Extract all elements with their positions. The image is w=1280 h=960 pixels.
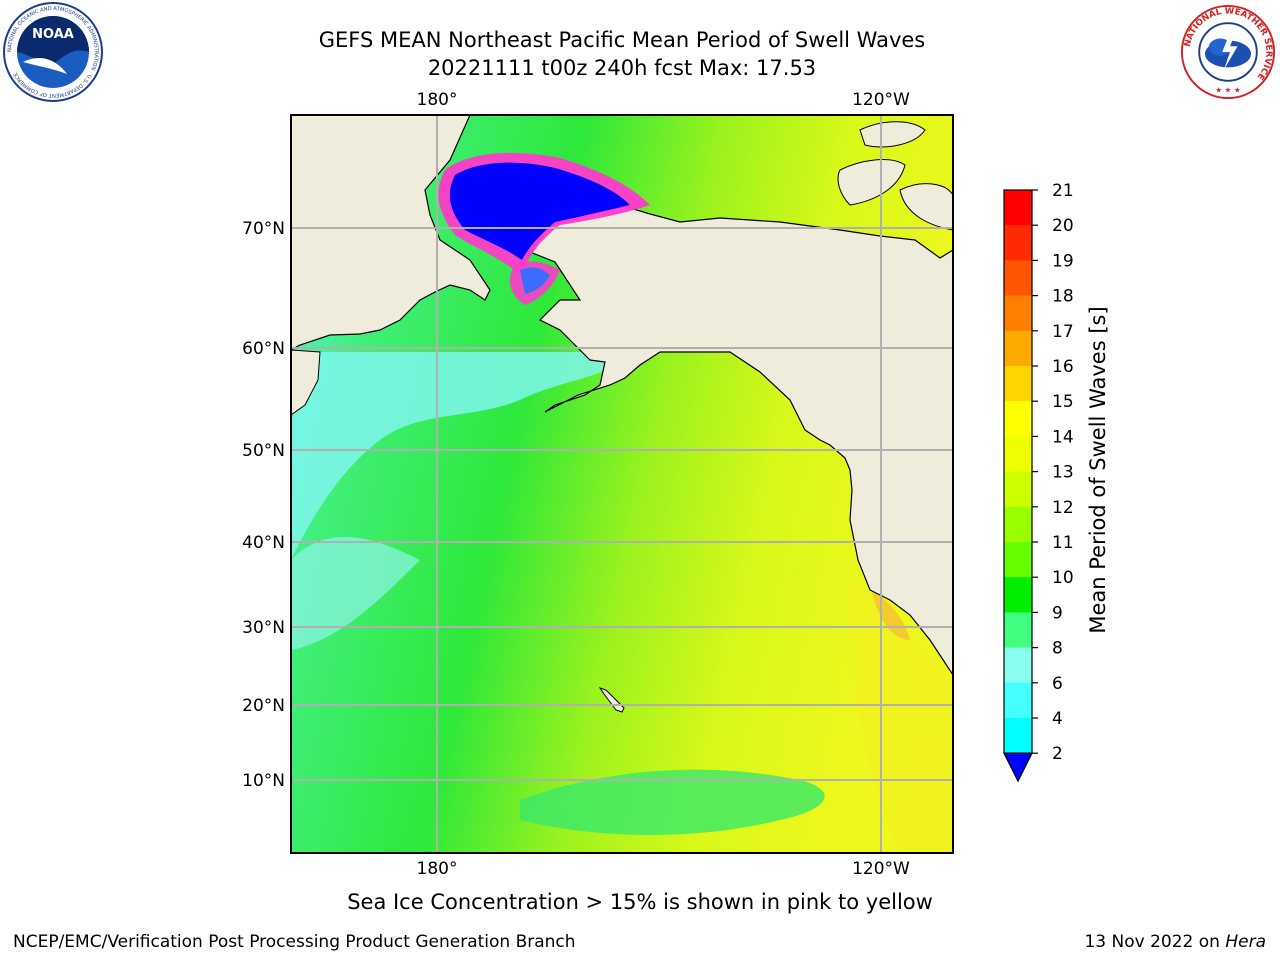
colorbar-tick-label: 13 <box>1052 463 1074 483</box>
colorbar-band <box>1004 542 1032 578</box>
colorbar-band <box>1004 225 1032 261</box>
colorbar-band <box>1004 577 1032 613</box>
colorbar-tick-label: 11 <box>1052 533 1074 553</box>
colorbar-band <box>1004 647 1032 684</box>
colorbar-tick-label: 2 <box>1052 744 1063 764</box>
colorbar-tick-label: 8 <box>1052 639 1063 659</box>
map-subtitle: 20221111 t00z 240h fcst Max: 17.53 <box>427 56 817 80</box>
colorbar-band <box>1004 330 1032 367</box>
colorbar-band <box>1004 612 1032 649</box>
map-title: GEFS MEAN Northeast Pacific Mean Period … <box>318 28 926 52</box>
map-area <box>291 115 953 853</box>
noaa-logo-text: NOAA <box>32 27 74 42</box>
colorbar-title: Mean Period of Swell Waves [s] <box>1086 306 1110 634</box>
colorbar-tick-label: 20 <box>1052 216 1074 236</box>
lat-label-30n: 30°N <box>242 618 285 638</box>
lon-label-top-180: 180° <box>417 90 458 110</box>
colorbar-tick-label: 18 <box>1052 287 1074 307</box>
colorbar-tick-label: 15 <box>1052 392 1074 412</box>
colorbar-extension <box>1003 752 1033 783</box>
sea-ice-core <box>449 162 630 260</box>
colorbar-tick-label: 9 <box>1052 603 1063 623</box>
lat-label-40n: 40°N <box>242 533 285 553</box>
colorbar-band <box>1004 718 1032 754</box>
lat-label-50n: 50°N <box>242 441 285 461</box>
lat-label-20n: 20°N <box>242 696 285 716</box>
svg-text:★ ★ ★: ★ ★ ★ <box>1215 85 1241 94</box>
colorbar-band <box>1004 295 1032 332</box>
arctic-island <box>837 159 906 206</box>
colorbar-tick-label: 10 <box>1052 568 1074 588</box>
north-america-land <box>291 115 953 677</box>
colorbar-band <box>1004 401 1032 437</box>
lat-label-10n: 10°N <box>242 771 285 791</box>
colorbar-tick-label: 4 <box>1052 709 1063 729</box>
colorbar-tick-label: 12 <box>1052 498 1074 518</box>
lon-label-top-120w: 120°W <box>852 90 910 110</box>
colorbar-tick-label: 6 <box>1052 674 1063 694</box>
graticule <box>291 115 953 853</box>
swell-region-cyan <box>291 536 420 650</box>
sea-ice-bering-core <box>520 267 550 294</box>
kamchatka-land <box>291 349 321 416</box>
credit-text: NCEP/EMC/Verification Post Processing Pr… <box>13 932 576 952</box>
lon-label-bottom-120w: 120°W <box>852 859 910 879</box>
swell-region-short-period <box>291 352 640 560</box>
colorbar-band <box>1004 366 1032 402</box>
sea-ice-caption: Sea Ice Concentration > 15% is shown in … <box>347 890 933 914</box>
colorbar-band <box>1004 260 1032 297</box>
nws-logo: NATIONAL WEATHER SERVICE ★ ★ ★ <box>1180 4 1276 100</box>
asia-land <box>291 115 491 351</box>
lat-label-60n: 60°N <box>242 339 285 359</box>
footer-date: 13 Nov 2022 on Hera <box>1084 932 1266 952</box>
swell-region-tropical <box>520 769 825 835</box>
colorbar-band <box>1004 436 1032 473</box>
colorbar-band <box>1004 506 1032 543</box>
colorbar-tick-label: 21 <box>1052 181 1074 201</box>
colorbar-band <box>1004 682 1032 719</box>
colorbar: 21 20 19 18 17 16 15 14 13 12 11 10 9 8 6 4 2 <box>1003 181 1074 783</box>
colorbar-band <box>1004 471 1032 508</box>
colorbar-tick-label: 14 <box>1052 427 1074 447</box>
colorbar-tick-label: 16 <box>1052 357 1074 377</box>
noaa-logo: NATIONAL OCEANIC AND ATMOSPHERIC ADMINIS… <box>3 2 103 102</box>
lat-label-70n: 70°N <box>242 219 285 239</box>
map-frame <box>290 114 954 854</box>
footer-date-prefix: 13 Nov 2022 on <box>1084 932 1226 952</box>
lon-label-bottom-180: 180° <box>417 859 458 879</box>
swell-region-long-period <box>850 580 953 853</box>
footer-date-host: Hera <box>1225 932 1266 952</box>
colorbar-band <box>1004 190 1032 226</box>
colorbar-tick-label: 19 <box>1052 251 1074 271</box>
arctic-island <box>899 183 953 231</box>
colorbar-tick-label: 17 <box>1052 322 1074 342</box>
